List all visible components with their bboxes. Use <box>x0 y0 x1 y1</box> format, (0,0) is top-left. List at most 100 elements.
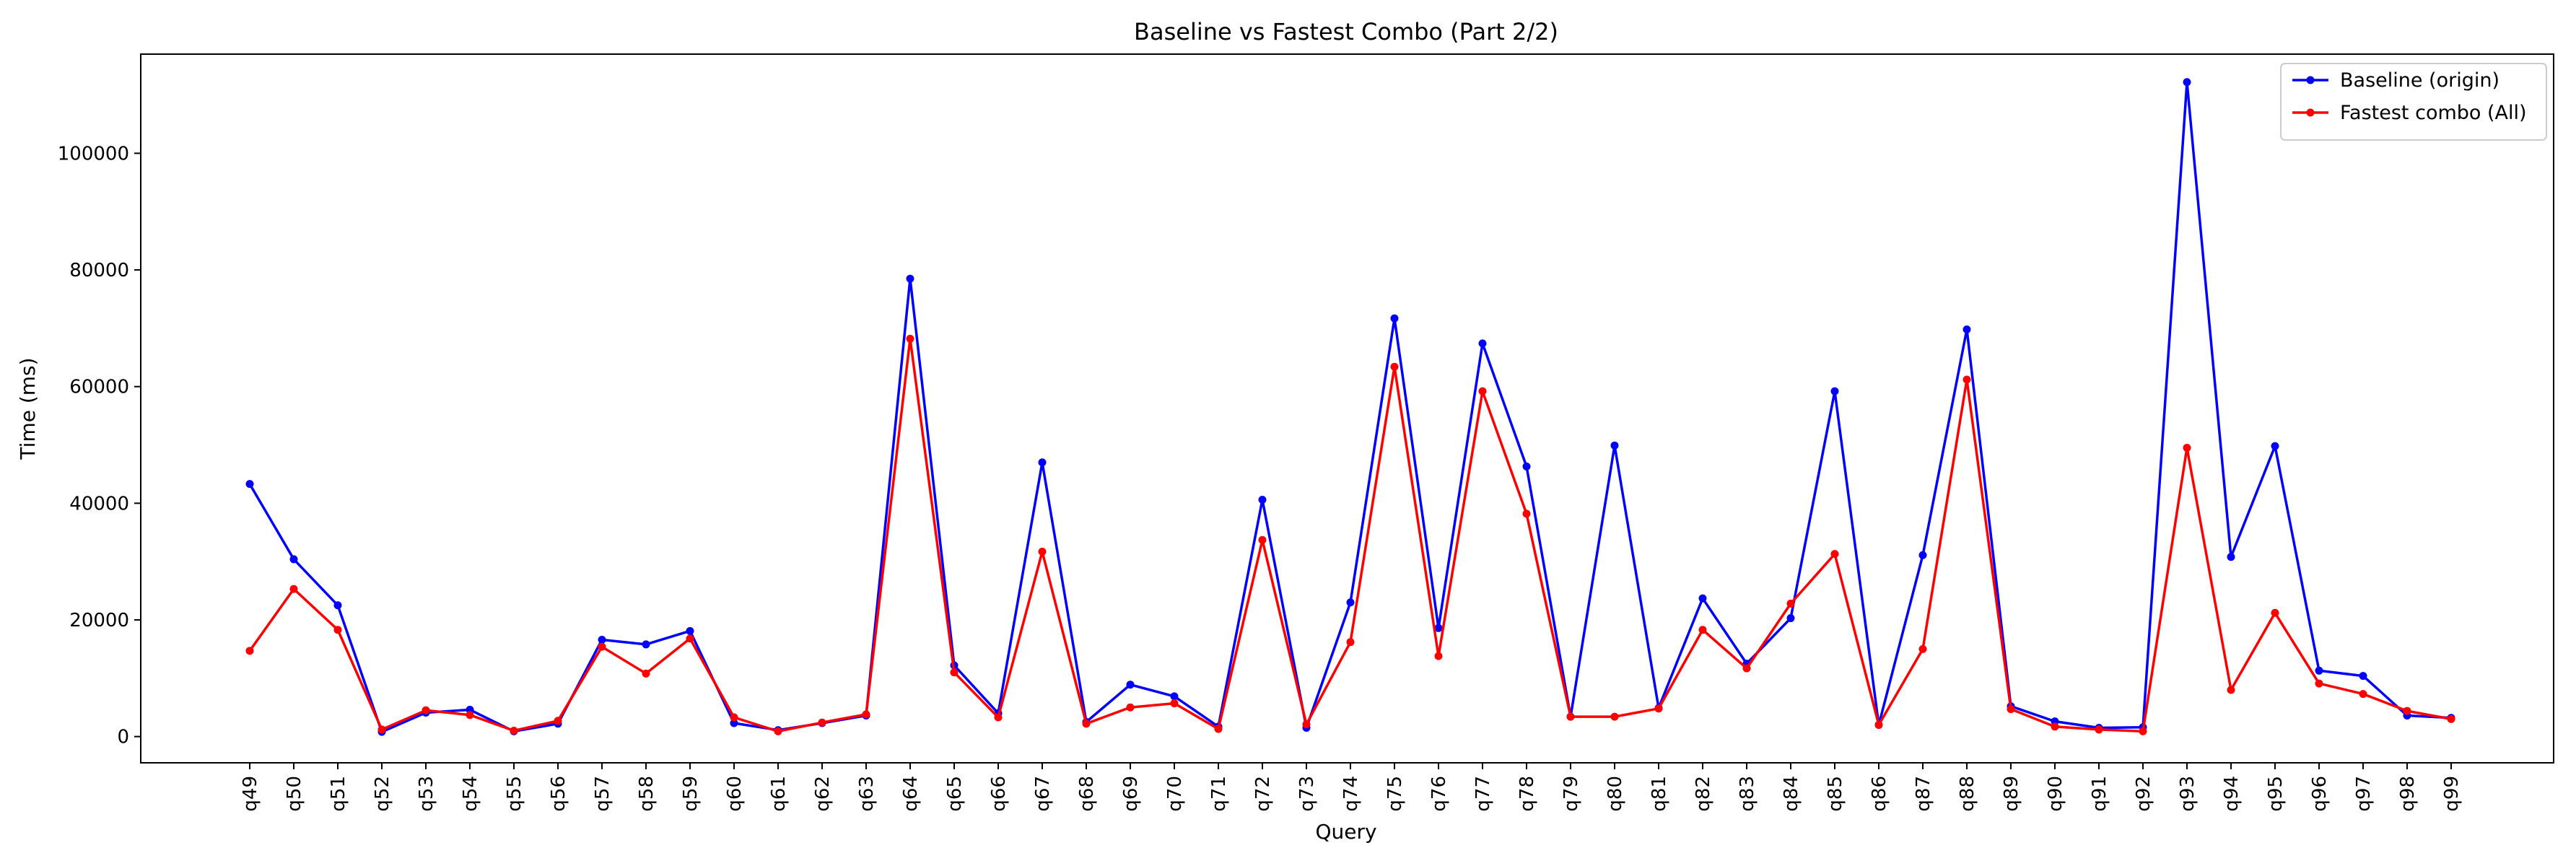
series-2-point <box>466 711 474 720</box>
x-tick-label: q97 <box>2353 776 2375 812</box>
x-tick-label: q72 <box>1252 776 1274 812</box>
x-tick-label: q59 <box>680 776 702 812</box>
y-tick-label: 40000 <box>69 493 129 515</box>
series-1-point <box>1258 495 1267 504</box>
series-2-point <box>774 727 782 735</box>
series-2-point <box>1214 725 1223 733</box>
x-tick-label: q94 <box>2221 776 2243 812</box>
x-tick-label: q49 <box>240 776 261 812</box>
series-2-point <box>1522 509 1531 518</box>
x-tick-label: q70 <box>1164 776 1186 812</box>
x-tick-label: q57 <box>592 776 614 812</box>
series-2-point <box>1258 535 1267 544</box>
series-2-point <box>598 642 606 651</box>
x-tick-label: q89 <box>2001 776 2022 812</box>
series-2-point <box>730 713 738 722</box>
x-tick-label: q79 <box>1560 776 1582 812</box>
series-1-point <box>598 635 606 644</box>
x-tick-label: q93 <box>2177 776 2199 812</box>
x-tick-label: q64 <box>900 776 922 812</box>
series-1-point <box>686 626 694 635</box>
y-tick-label: 100000 <box>58 143 129 165</box>
series-1-point <box>642 640 650 649</box>
series-2-point <box>2095 725 2103 734</box>
series-1-point <box>1962 325 1971 333</box>
series-1-point <box>730 719 738 727</box>
x-tick-label: q87 <box>1913 776 1934 812</box>
x-tick-label: q66 <box>988 776 1010 812</box>
legend-marker-1 <box>2306 76 2315 84</box>
series-2-point <box>1478 387 1487 395</box>
series-1-point <box>1126 681 1135 689</box>
series-1-point <box>1478 339 1487 348</box>
legend-label-2: Fastest combo (All) <box>2340 102 2527 124</box>
series-2-point <box>1082 720 1091 728</box>
series-1-point <box>1390 314 1399 323</box>
series-2-point <box>994 713 1003 722</box>
series-2-point <box>2403 707 2411 715</box>
series-1-point <box>245 480 254 489</box>
x-tick-label: q58 <box>636 776 658 812</box>
series-1-point <box>1918 551 1927 559</box>
x-tick-label: q67 <box>1032 776 1054 812</box>
series-2-point <box>1654 704 1663 713</box>
series-2-point <box>554 717 562 725</box>
x-axis-title: Query <box>1315 820 1376 844</box>
series-2-point <box>2227 686 2235 694</box>
x-tick-label: q75 <box>1384 776 1406 812</box>
series-2-point <box>1786 599 1795 608</box>
series-1-point <box>1038 458 1047 467</box>
series-2-point <box>289 585 298 593</box>
x-tick-label: q91 <box>2089 776 2110 812</box>
series-2-point <box>1566 712 1575 721</box>
x-tick-label: q95 <box>2265 776 2287 812</box>
series-2-point <box>1038 547 1047 556</box>
x-tick-label: q99 <box>2441 776 2463 812</box>
series-2-point <box>2139 727 2147 735</box>
legend-box <box>2280 63 2547 141</box>
series-2-point <box>950 668 959 677</box>
legend-label-1: Baseline (origin) <box>2340 69 2499 92</box>
x-tick-label: q54 <box>460 776 481 812</box>
series-2-point <box>1390 362 1399 371</box>
series-2-point <box>1918 644 1927 653</box>
x-tick-label: q63 <box>856 776 878 812</box>
x-tick-label: q78 <box>1516 776 1538 812</box>
series-2-point <box>1698 626 1707 634</box>
series-2-point <box>2051 722 2059 731</box>
series-2-point <box>1126 703 1135 712</box>
y-axis-title: Time (ms) <box>16 357 40 460</box>
x-tick-label: q68 <box>1076 776 1098 812</box>
x-tick-label: q56 <box>548 776 569 812</box>
x-tick-label: q73 <box>1296 776 1318 812</box>
x-tick-label: q65 <box>944 776 966 812</box>
legend-marker-2 <box>2306 108 2315 117</box>
series-2-point <box>422 706 430 714</box>
series-1-point <box>2315 666 2323 675</box>
x-tick-label: q60 <box>724 776 746 812</box>
series-2-point <box>1170 699 1179 708</box>
x-tick-label: q71 <box>1208 776 1230 812</box>
x-tick-label: q51 <box>328 776 349 812</box>
series-2-point <box>818 718 826 727</box>
x-tick-label: q62 <box>812 776 834 812</box>
x-tick-label: q85 <box>1825 776 1846 812</box>
plot-area: 0 20000 40000 60000 80000 100000 q49 q50 q51 q52 q… <box>58 78 2463 812</box>
series-2-point <box>1434 652 1443 660</box>
x-tick-label: q90 <box>2045 776 2066 812</box>
x-tick-label: q74 <box>1340 776 1362 812</box>
x-tick-label: q83 <box>1737 776 1758 812</box>
x-tick-label: q80 <box>1604 776 1626 812</box>
x-tick-label: q50 <box>284 776 305 812</box>
y-tick-label: 20000 <box>69 610 129 631</box>
x-tick-label: q92 <box>2133 776 2154 812</box>
x-tick-label: q86 <box>1869 776 1890 812</box>
series-2-point <box>1830 550 1839 559</box>
x-tick-label: q61 <box>768 776 790 812</box>
series-1-point <box>2227 553 2235 561</box>
x-tick-label: q52 <box>372 776 393 812</box>
series-1-point <box>906 274 914 283</box>
x-tick-label: q76 <box>1428 776 1450 812</box>
